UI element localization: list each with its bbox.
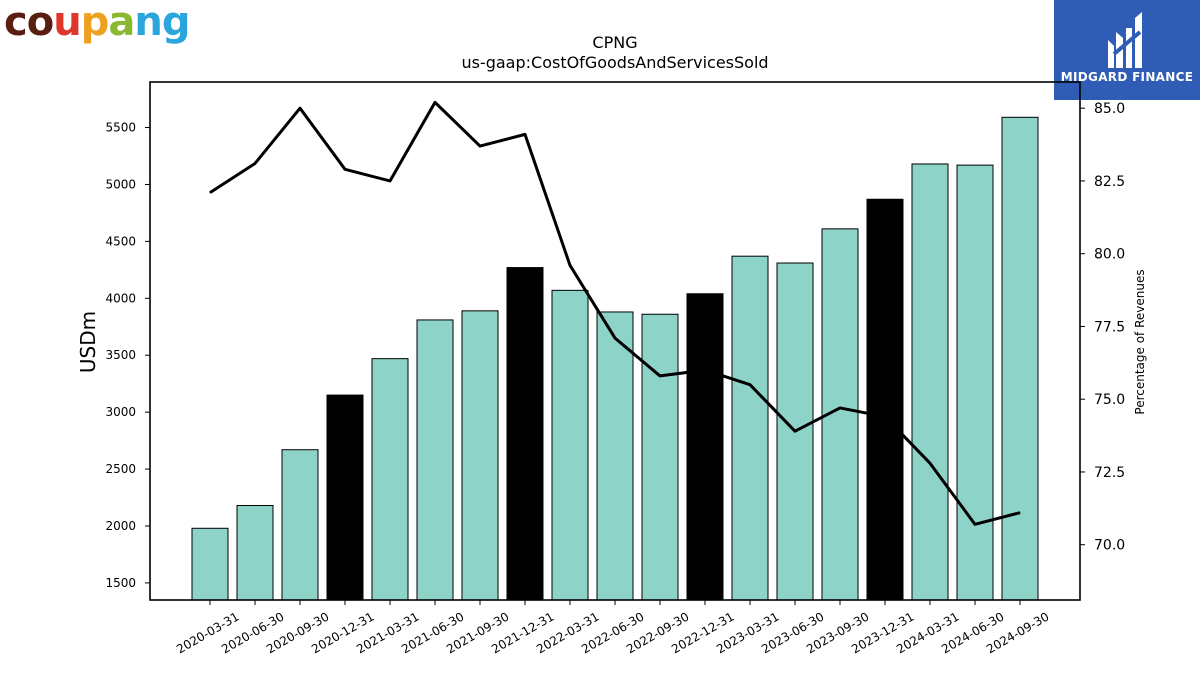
logo-letter: p bbox=[80, 0, 110, 45]
y-tick-label: 5000 bbox=[105, 177, 136, 191]
line-point bbox=[389, 180, 391, 182]
line-point bbox=[929, 462, 931, 464]
midgard-logo-mark bbox=[1108, 12, 1142, 68]
y-tick-label: 1500 bbox=[105, 576, 136, 590]
midgard-logo-text: MIDGARD FINANCE bbox=[1060, 70, 1194, 84]
bar bbox=[416, 319, 454, 601]
line-point bbox=[749, 384, 751, 386]
bar bbox=[551, 289, 589, 601]
line-point bbox=[254, 162, 256, 164]
line-point bbox=[794, 430, 796, 432]
line-point bbox=[434, 101, 436, 103]
y2-axis-label: Percentage of Revenues bbox=[1133, 269, 1147, 414]
bar bbox=[596, 311, 634, 601]
bar bbox=[641, 313, 679, 601]
y-tick-label: 2500 bbox=[105, 462, 136, 476]
y-tick-label: 3500 bbox=[105, 348, 136, 362]
line-point bbox=[479, 145, 481, 147]
line-point bbox=[209, 192, 211, 194]
y-tick-label: 3000 bbox=[105, 405, 136, 419]
line-point bbox=[884, 416, 886, 418]
bar bbox=[236, 505, 274, 601]
bar bbox=[326, 394, 364, 601]
bar bbox=[686, 293, 724, 601]
y2-tick-label: 77.5 bbox=[1094, 319, 1125, 335]
line-point bbox=[344, 168, 346, 170]
chart-subtitle: us-gaap:CostOfGoodsAndServicesSold bbox=[461, 53, 768, 72]
y-tick-label: 5500 bbox=[105, 121, 136, 135]
bar bbox=[911, 163, 949, 601]
bar bbox=[956, 164, 994, 601]
bar bbox=[1001, 116, 1039, 601]
bar bbox=[731, 255, 769, 601]
y2-tick-label: 70.0 bbox=[1094, 538, 1125, 554]
y2-tick-label: 75.0 bbox=[1094, 392, 1125, 408]
line-point bbox=[659, 375, 661, 377]
logo-letter: u bbox=[53, 0, 82, 45]
bars-group bbox=[191, 116, 1039, 601]
y2-tick-label: 80.0 bbox=[1094, 247, 1125, 263]
y2-tick-label: 72.5 bbox=[1094, 465, 1125, 481]
line-point bbox=[569, 264, 571, 266]
bar bbox=[461, 310, 499, 601]
line-group bbox=[209, 100, 1021, 526]
logo-letter: a bbox=[108, 0, 135, 45]
line-point bbox=[704, 369, 706, 371]
bar bbox=[506, 267, 544, 601]
line-point bbox=[524, 133, 526, 135]
y2-axis: 70.0 72.5 75.0 77.5 80.0 82.5 85.0 bbox=[1080, 101, 1125, 554]
logo-letter: c bbox=[4, 0, 28, 45]
line-point bbox=[1019, 512, 1021, 514]
logo-letter: n bbox=[134, 0, 163, 45]
bar bbox=[281, 449, 319, 601]
bar bbox=[866, 198, 904, 601]
y-tick-label: 4000 bbox=[105, 291, 136, 305]
midgard-finance-logo: MIDGARD FINANCE bbox=[1054, 0, 1200, 100]
bar bbox=[191, 527, 229, 601]
line-point bbox=[839, 407, 841, 409]
y2-tick-label: 85.0 bbox=[1094, 101, 1125, 117]
logo-letter: g bbox=[161, 0, 191, 45]
logo-letter: o bbox=[26, 0, 55, 45]
line-point bbox=[299, 107, 301, 109]
chart-title: CPNG bbox=[592, 33, 637, 52]
line-point bbox=[614, 337, 616, 339]
x-axis: 2020-03-312020-06-302020-09-302020-12-31… bbox=[174, 600, 1052, 656]
line-point bbox=[974, 523, 976, 525]
y-axis-label: USDm bbox=[76, 311, 100, 373]
y-tick-label: 4500 bbox=[105, 234, 136, 248]
y-tick-label: 2000 bbox=[105, 519, 136, 533]
y2-tick-label: 82.5 bbox=[1094, 174, 1125, 190]
y-axis: 1500 2000 2500 3000 3500 4000 4500 5000 5500 bbox=[105, 121, 150, 590]
bar bbox=[371, 358, 409, 601]
coupang-logo: coupang bbox=[4, 0, 191, 45]
